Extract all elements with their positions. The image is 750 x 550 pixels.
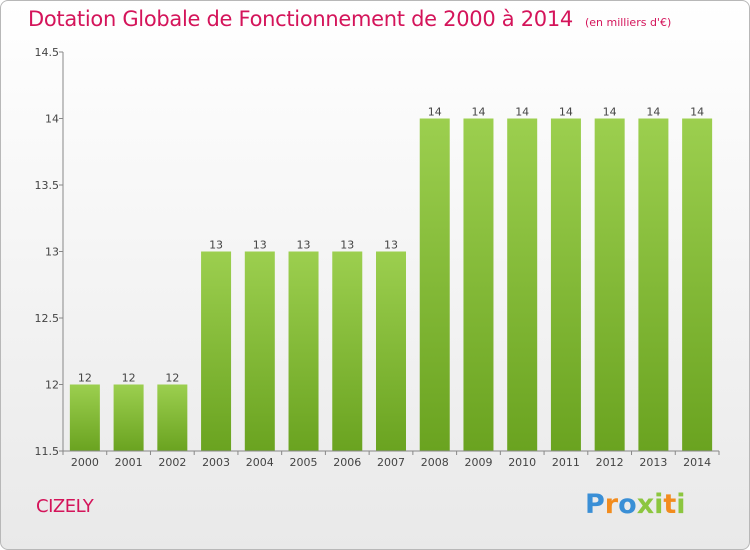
bar: [376, 251, 406, 451]
data-label: 14: [471, 106, 485, 119]
labels-group: 12 2000 12 2001 12 2002 13 2003 13 2004 13 2005 13 20…: [35, 46, 712, 469]
bar: [113, 384, 144, 451]
data-label: 14: [559, 106, 573, 119]
chart-subtitle: (en milliers d'€): [584, 16, 672, 29]
bar: [550, 118, 581, 451]
data-label: 13: [209, 239, 223, 252]
y-tick-label: 12: [45, 379, 59, 392]
x-tick-label: 2006: [333, 456, 361, 469]
x-tick-label: 2002: [158, 456, 186, 469]
x-tick-label: 2005: [290, 456, 318, 469]
bar: [201, 251, 232, 451]
data-label: 14: [646, 106, 660, 119]
data-label: 12: [78, 372, 92, 385]
bar: [463, 118, 494, 451]
data-label: 13: [340, 239, 354, 252]
y-tick-label: 14: [45, 113, 59, 126]
x-tick-label: 2001: [115, 456, 143, 469]
y-tick-label: 14.5: [35, 46, 60, 59]
x-tick-label: 2004: [246, 456, 274, 469]
logo-letter: i: [654, 489, 664, 520]
y-tick-label: 13: [45, 246, 59, 259]
bar: [682, 118, 713, 451]
y-tick-label: 11.5: [35, 445, 60, 458]
bar: [419, 118, 450, 451]
bars-group: [69, 118, 713, 451]
chart-title-text: Dotation Globale de Fonctionnement de 20…: [28, 7, 573, 31]
logo-letter: i: [676, 489, 686, 520]
logo-letter: o: [618, 489, 637, 520]
chart-title: Dotation Globale de Fonctionnement de 20…: [28, 7, 671, 31]
bar: [332, 251, 363, 451]
data-label: 13: [253, 239, 267, 252]
data-label: 14: [603, 106, 617, 119]
data-label: 14: [428, 106, 442, 119]
data-label: 12: [122, 372, 136, 385]
x-tick-label: 2009: [464, 456, 492, 469]
axes-group: [59, 51, 720, 455]
bar: [157, 384, 188, 451]
commune-name: CIZELY: [36, 496, 94, 517]
bar: [594, 118, 625, 451]
data-label: 14: [690, 106, 704, 119]
data-label: 13: [384, 239, 398, 252]
bar: [288, 251, 319, 451]
bar: [638, 118, 669, 451]
x-tick-label: 2003: [202, 456, 230, 469]
logo-letter: r: [604, 489, 619, 520]
data-label: 14: [515, 106, 529, 119]
x-tick-label: 2010: [508, 456, 536, 469]
x-tick-label: 2007: [377, 456, 405, 469]
x-tick-label: 2013: [639, 456, 667, 469]
proxiti-logo: Proxiti: [585, 489, 686, 520]
x-tick-label: 2012: [596, 456, 624, 469]
x-tick-label: 2011: [552, 456, 580, 469]
bar: [507, 118, 538, 451]
y-tick-label: 13.5: [35, 179, 60, 192]
logo-letter: P: [585, 489, 605, 520]
logo-letter: x: [636, 489, 655, 520]
logo-letter: t: [663, 489, 677, 520]
bar: [69, 384, 100, 451]
y-tick-label: 12.5: [35, 312, 60, 325]
x-tick-label: 2014: [683, 456, 711, 469]
bar: [244, 251, 275, 451]
x-tick-label: 2000: [71, 456, 99, 469]
data-label: 13: [297, 239, 311, 252]
x-tick-label: 2008: [421, 456, 449, 469]
data-label: 12: [165, 372, 179, 385]
